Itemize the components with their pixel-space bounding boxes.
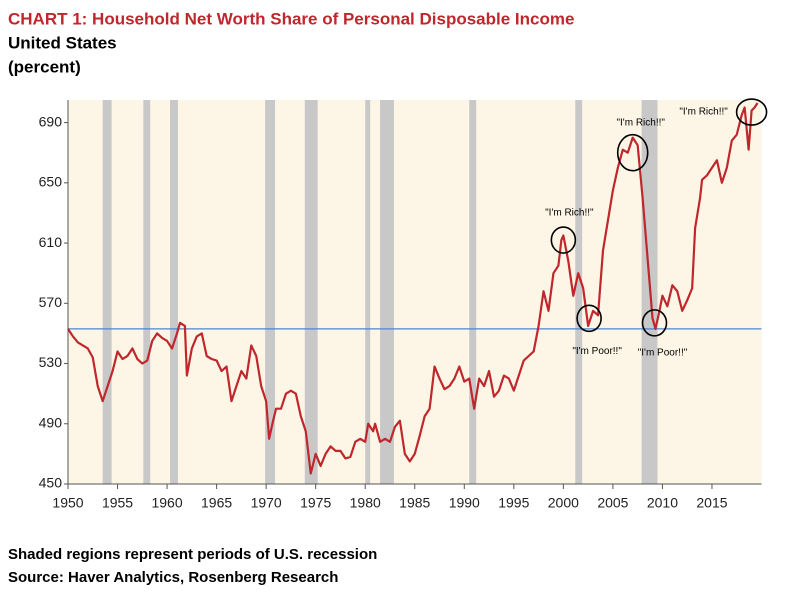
annotation-label: "I'm Poor!!" xyxy=(572,346,622,357)
chart-title: CHART 1: Household Net Worth Share of Pe… xyxy=(8,9,574,28)
x-tick-label: 1955 xyxy=(102,495,133,511)
annotation-circle xyxy=(576,304,602,333)
recession-band xyxy=(575,100,583,484)
x-tick-label: 2005 xyxy=(597,495,628,511)
units-label: (percent) xyxy=(8,57,81,76)
x-tick-label: 2010 xyxy=(647,495,678,511)
recession-band xyxy=(265,100,276,484)
x-tick-label: 1980 xyxy=(350,495,381,511)
annotation-label: "I'm Rich!!" xyxy=(616,117,665,128)
x-tick-label: 1975 xyxy=(300,495,331,511)
y-tick-label: 450 xyxy=(39,475,63,491)
annotation-circle xyxy=(735,98,768,126)
recession-band xyxy=(170,100,178,484)
x-tick-label: 1960 xyxy=(151,495,182,511)
annotation-label: "I'm Rich!!" xyxy=(679,107,728,118)
annotation-circle xyxy=(550,226,577,254)
x-tick-label: 1970 xyxy=(251,495,282,511)
y-tick-label: 490 xyxy=(39,414,63,430)
x-tick-label: 1995 xyxy=(498,495,529,511)
recession-band xyxy=(143,100,151,484)
footnote: Shaded regions represent periods of U.S.… xyxy=(8,546,377,563)
x-tick-label: 2015 xyxy=(696,495,727,511)
x-tick-label: 2000 xyxy=(548,495,579,511)
x-tick-label: 1965 xyxy=(201,495,232,511)
y-tick-label: 530 xyxy=(39,354,63,370)
recession-band xyxy=(380,100,394,484)
recession-band xyxy=(365,100,371,484)
y-tick-label: 650 xyxy=(39,174,63,190)
y-tick-label: 570 xyxy=(39,294,63,310)
recession-band xyxy=(304,100,318,484)
data-line xyxy=(67,102,759,475)
source-note: Source: Haver Analytics, Rosenberg Resea… xyxy=(8,569,338,586)
x-tick-label: 1950 xyxy=(52,495,83,511)
y-tick-label: 690 xyxy=(39,113,63,129)
annotation-circle xyxy=(616,133,649,172)
x-tick-label: 1985 xyxy=(399,495,430,511)
y-tick-label: 610 xyxy=(39,234,63,250)
chart-subtitle: United States xyxy=(8,33,117,52)
annotation-circle xyxy=(641,309,668,337)
x-tick-label: 1990 xyxy=(449,495,480,511)
annotation-label: "I'm Rich!!" xyxy=(545,208,594,219)
recession-band xyxy=(469,100,477,484)
recession-band xyxy=(102,100,112,484)
annotation-label: "I'm Poor!!" xyxy=(638,348,688,359)
